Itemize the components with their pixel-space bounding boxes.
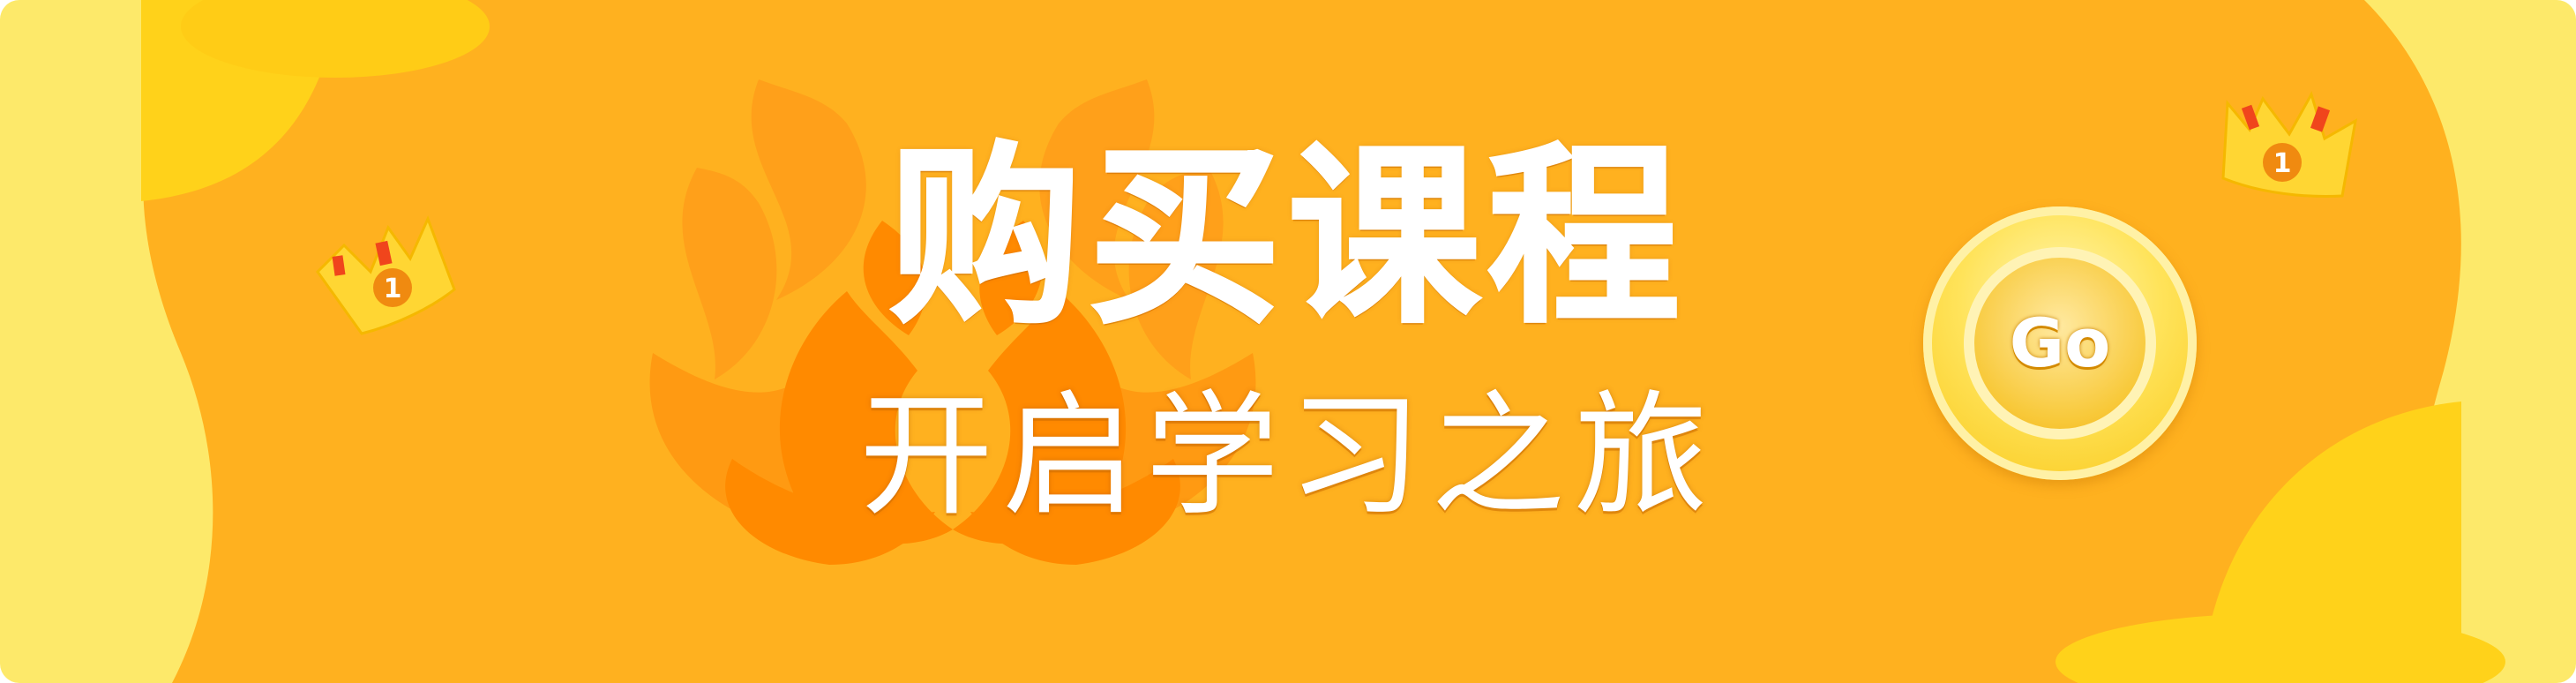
number-badge-icon (2263, 143, 2302, 182)
banner-subtitle: 开启学习之旅 (859, 378, 1717, 534)
banner-title: 购买课程 (888, 126, 1687, 349)
left-flame-decoration (649, 79, 953, 565)
number-badge-icon (373, 268, 412, 307)
go-button-label: Go (2009, 304, 2111, 382)
go-button[interactable]: Go (1923, 206, 2197, 480)
crown-icon: 1 (2221, 91, 2358, 198)
crown-icon: 1 (316, 215, 456, 335)
main-orange-panel (143, 0, 2461, 683)
right-flame-decoration (953, 79, 1256, 565)
bottom-right-yellow-blob (2201, 402, 2461, 683)
top-left-light-ellipse (181, 0, 490, 78)
crown-left-badge: 1 (384, 274, 402, 304)
crown-right-badge: 1 (2273, 148, 2292, 179)
bottom-right-light-ellipse (2056, 613, 2505, 683)
